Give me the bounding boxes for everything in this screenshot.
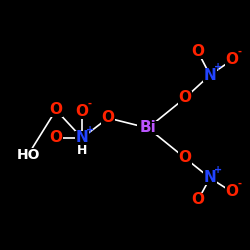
Text: N: N	[76, 130, 88, 146]
Text: O: O	[226, 52, 238, 68]
Text: -: -	[238, 47, 242, 57]
FancyBboxPatch shape	[203, 171, 217, 185]
Text: O: O	[102, 110, 114, 126]
FancyBboxPatch shape	[17, 148, 39, 162]
FancyBboxPatch shape	[101, 111, 115, 125]
Text: +: +	[214, 165, 222, 175]
Text: O: O	[226, 184, 238, 200]
Text: -: -	[88, 99, 92, 109]
FancyBboxPatch shape	[178, 91, 192, 105]
FancyBboxPatch shape	[191, 193, 205, 207]
Text: N: N	[204, 170, 216, 186]
FancyBboxPatch shape	[75, 131, 89, 145]
Text: O: O	[76, 104, 88, 120]
FancyBboxPatch shape	[178, 151, 192, 165]
FancyBboxPatch shape	[49, 131, 63, 145]
Text: O: O	[192, 44, 204, 60]
FancyBboxPatch shape	[75, 105, 89, 119]
Text: +: +	[214, 62, 222, 72]
Text: Bi: Bi	[140, 120, 156, 136]
Text: H: H	[77, 144, 87, 156]
Text: O: O	[50, 102, 62, 118]
Text: +: +	[86, 125, 94, 135]
Text: O: O	[50, 130, 62, 146]
FancyBboxPatch shape	[137, 121, 159, 135]
Text: O: O	[178, 90, 192, 106]
FancyBboxPatch shape	[225, 185, 239, 199]
Text: O: O	[192, 192, 204, 208]
Text: N: N	[204, 68, 216, 82]
Text: O: O	[178, 150, 192, 166]
FancyBboxPatch shape	[203, 68, 217, 82]
Text: HO: HO	[16, 148, 40, 162]
FancyBboxPatch shape	[49, 103, 63, 117]
Text: -: -	[238, 179, 242, 189]
FancyBboxPatch shape	[225, 53, 239, 67]
FancyBboxPatch shape	[191, 45, 205, 59]
